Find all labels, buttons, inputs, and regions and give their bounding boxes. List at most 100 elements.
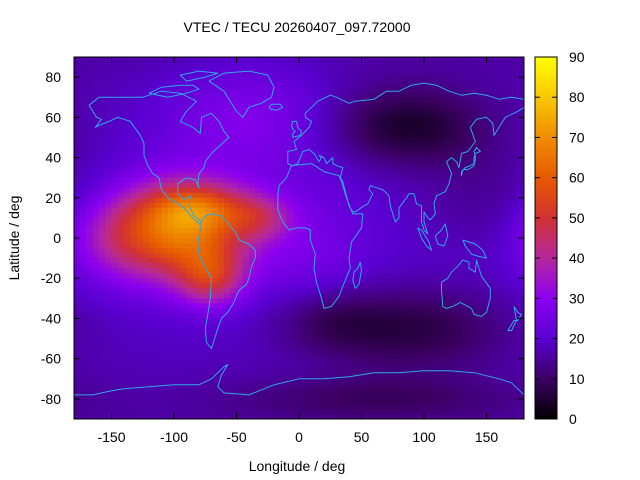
heatmap-cell bbox=[136, 358, 144, 365]
heatmap-cell bbox=[499, 147, 506, 154]
heatmap-cell bbox=[330, 67, 338, 73]
heatmap-cell bbox=[342, 147, 350, 154]
heatmap-cell bbox=[380, 268, 388, 274]
heatmap-cell bbox=[111, 323, 119, 330]
heatmap-cell bbox=[499, 348, 506, 355]
heatmap-cell bbox=[517, 273, 524, 279]
heatmap-cell bbox=[274, 172, 281, 179]
heatmap-cell bbox=[274, 207, 281, 214]
heatmap-cell bbox=[311, 303, 319, 309]
heatmap-cell bbox=[130, 77, 138, 83]
heatmap-cell bbox=[436, 323, 444, 330]
heatmap-cell bbox=[280, 373, 288, 380]
heatmap-cell bbox=[205, 202, 213, 209]
heatmap-cell bbox=[192, 62, 200, 68]
heatmap-cell bbox=[317, 353, 325, 360]
heatmap-cell bbox=[480, 107, 488, 113]
heatmap-cell bbox=[467, 343, 475, 350]
heatmap-cell bbox=[117, 338, 125, 345]
heatmap-cell bbox=[217, 107, 225, 113]
heatmap-cell bbox=[255, 253, 263, 259]
heatmap-cell bbox=[461, 288, 469, 294]
heatmap-cell bbox=[336, 137, 344, 144]
heatmap-cell bbox=[424, 338, 431, 345]
heatmap-cell bbox=[236, 107, 244, 113]
heatmap-cell bbox=[86, 117, 94, 123]
heatmap-cell bbox=[224, 217, 231, 224]
heatmap-cell bbox=[505, 147, 513, 154]
heatmap-cell bbox=[161, 343, 169, 350]
heatmap-cell bbox=[242, 303, 250, 309]
heatmap-cell bbox=[161, 92, 169, 98]
heatmap-cell bbox=[92, 298, 100, 304]
heatmap-cell bbox=[467, 202, 475, 209]
heatmap-cell bbox=[336, 142, 344, 149]
heatmap-cell bbox=[167, 253, 175, 259]
heatmap-cell bbox=[149, 97, 156, 103]
heatmap-cell bbox=[161, 212, 169, 219]
heatmap-cell bbox=[374, 323, 381, 330]
heatmap-cell bbox=[242, 378, 250, 385]
heatmap-cell bbox=[486, 378, 494, 385]
heatmap-cell bbox=[142, 102, 150, 108]
heatmap-cell bbox=[436, 313, 444, 320]
heatmap-cell bbox=[92, 368, 100, 375]
heatmap-cell bbox=[392, 72, 400, 78]
heatmap-cell bbox=[167, 353, 175, 360]
heatmap-cell bbox=[392, 57, 400, 63]
heatmap-cell bbox=[130, 288, 138, 294]
heatmap-cell bbox=[255, 278, 263, 284]
heatmap-cell bbox=[417, 363, 425, 370]
heatmap-cell bbox=[174, 358, 181, 365]
heatmap-cell bbox=[242, 318, 250, 325]
heatmap-cell bbox=[299, 232, 306, 239]
heatmap-cell bbox=[280, 92, 288, 98]
heatmap-cell bbox=[467, 227, 475, 234]
heatmap-cell bbox=[174, 338, 181, 345]
heatmap-cell bbox=[486, 127, 494, 134]
heatmap-cell bbox=[361, 157, 369, 164]
heatmap-cell bbox=[74, 253, 81, 259]
heatmap-cell bbox=[192, 368, 200, 375]
heatmap-cell bbox=[436, 122, 444, 128]
heatmap-cell bbox=[161, 227, 169, 234]
heatmap-cell bbox=[99, 127, 106, 134]
heatmap-cell bbox=[292, 238, 300, 244]
heatmap-cell bbox=[324, 152, 331, 159]
heatmap-cell bbox=[474, 398, 481, 405]
heatmap-cell bbox=[124, 303, 131, 309]
heatmap-cell bbox=[242, 268, 250, 274]
heatmap-cell bbox=[330, 268, 338, 274]
heatmap-cell bbox=[99, 82, 106, 88]
heatmap-cell bbox=[349, 167, 356, 174]
heatmap-cell bbox=[411, 137, 419, 144]
heatmap-cell bbox=[174, 303, 181, 309]
heatmap-cell bbox=[192, 258, 200, 264]
heatmap-cell bbox=[236, 142, 244, 149]
heatmap-cell bbox=[211, 273, 219, 279]
heatmap-cell bbox=[261, 102, 269, 108]
heatmap-cell bbox=[149, 227, 156, 234]
heatmap-cell bbox=[486, 348, 494, 355]
heatmap-cell bbox=[80, 383, 88, 390]
heatmap-cell bbox=[217, 187, 225, 194]
heatmap-cell bbox=[211, 117, 219, 123]
heatmap-cell bbox=[355, 328, 363, 335]
heatmap-cell bbox=[280, 57, 288, 63]
heatmap-cell bbox=[224, 308, 231, 315]
heatmap-cell bbox=[261, 388, 269, 395]
heatmap-cell bbox=[280, 157, 288, 164]
heatmap-cell bbox=[124, 238, 131, 244]
heatmap-cell bbox=[361, 67, 369, 73]
heatmap-cell bbox=[149, 378, 156, 385]
heatmap-cell bbox=[336, 102, 344, 108]
heatmap-cell bbox=[274, 97, 281, 103]
heatmap-cell bbox=[255, 177, 263, 184]
heatmap-cell bbox=[192, 72, 200, 78]
heatmap-cell bbox=[142, 227, 150, 234]
heatmap-cell bbox=[117, 368, 125, 375]
heatmap-cell bbox=[305, 127, 313, 134]
heatmap-cell bbox=[417, 182, 425, 189]
heatmap-cell bbox=[299, 137, 306, 144]
heatmap-cell bbox=[405, 192, 413, 199]
